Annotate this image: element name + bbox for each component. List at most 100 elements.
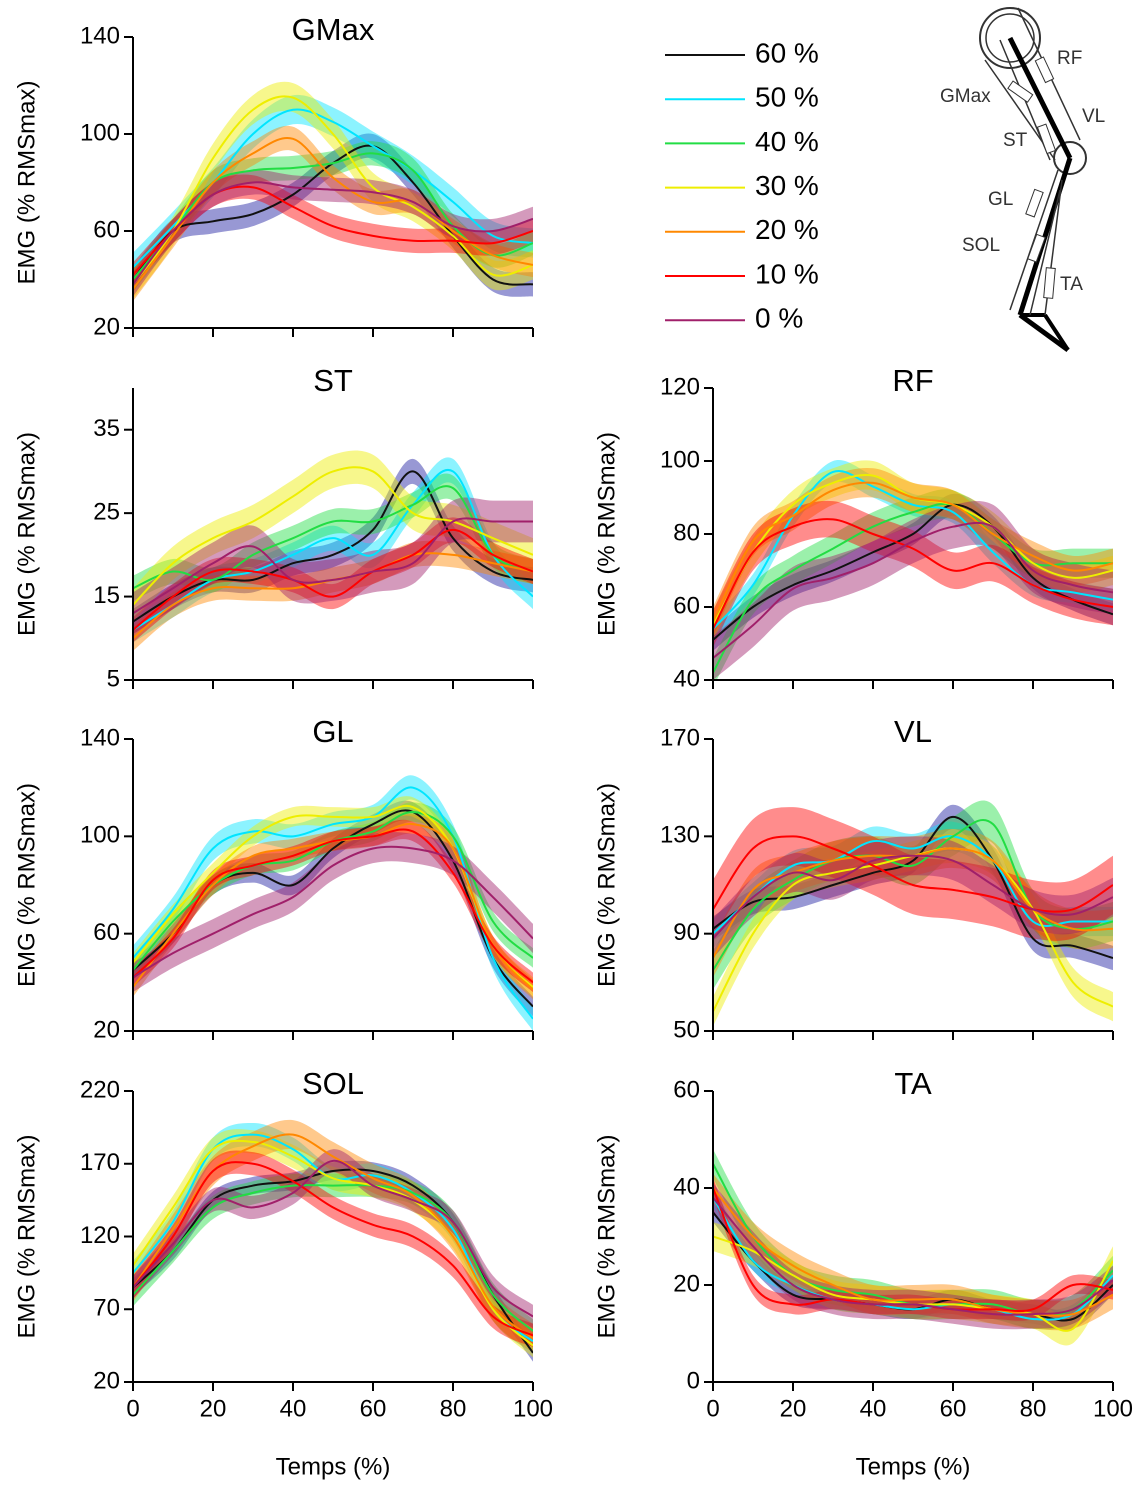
series-line [133,1161,533,1337]
y-axis-label: EMG (% RMSmax) [593,1135,620,1339]
gl-muscle [1009,169,1059,311]
diagram-label: GMax [940,86,991,107]
error-band [713,489,1113,680]
error-band [133,1149,533,1329]
error-band [713,493,1113,651]
legend: 60 % 50 % 40 % 30 % 20 % 10 % 0 % [665,37,819,334]
panel-title: GL [312,714,353,749]
x-tick-label: 100 [1093,1395,1133,1422]
y-tick-label: 15 [93,582,120,609]
thigh [1007,36,1073,160]
series-line [133,468,533,631]
legend-label: 30 % [755,170,819,201]
diagram-label: TA [1060,274,1083,295]
x-tick-label: 40 [280,1395,307,1422]
x-tick-label: 60 [360,1395,387,1422]
error-band [133,458,533,635]
y-axis-label: EMG (% RMSmax) [593,783,620,987]
legend-label: 0 % [755,303,803,334]
error-band [133,94,533,282]
error-band [713,500,1113,648]
error-band [133,457,533,643]
y-axis-label: EMG (% RMSmax) [13,1135,40,1339]
y-tick-label: 60 [673,1076,700,1103]
legend-label: 40 % [755,126,819,157]
series-line [133,1159,533,1318]
panel-title: ST [313,363,353,398]
ta-marker [1043,267,1056,299]
y-tick-label: 60 [93,216,120,243]
series-line [713,1197,1113,1316]
diagram-label: ST [1003,130,1028,151]
x-tick-label: 0 [126,1395,139,1422]
y-tick-label: 40 [673,665,700,692]
series-line [713,521,1113,659]
sol-marker [1027,233,1046,263]
panel-title: GMax [292,12,375,47]
error-band [133,819,533,993]
rf-marker [1034,56,1055,84]
series-line [133,466,533,606]
error-band [133,517,533,643]
x-tick-label: 80 [440,1395,467,1422]
error-band [713,468,1113,637]
panel-title: TA [894,1066,932,1101]
y-tick-label: 220 [80,1076,120,1103]
error-band [133,497,533,635]
error-band [713,804,1113,971]
y-tick-label: 20 [93,1016,120,1043]
error-band [133,1150,533,1348]
panel: 50 90 130 170 VL EMG (% RMSmax) [593,714,1114,1043]
diagram-label: GL [988,189,1013,210]
y-axis-label: EMG (% RMSmax) [593,432,620,636]
diagram-label: SOL [962,235,1000,256]
series-line [713,503,1113,641]
y-tick-label: 40 [673,1173,700,1200]
plot-area [133,450,533,651]
leg-diagram: RF GMax VL ST GL SOL TA [940,7,1105,353]
error-band [133,141,533,292]
panel: 40 60 80 100 120 RF EMG (% RMSmax) [593,363,1114,692]
x-tick-label: 60 [940,1395,967,1422]
foot-front [1043,313,1070,352]
x-axis-label: Temps (%) [276,1453,391,1480]
series-line [133,1184,533,1332]
y-tick-label: 170 [660,724,700,751]
y-tick-label: 100 [80,119,120,146]
panel: 0 20 40 60 0 20 40 60 80 100 TA EMG (% RMSmax) Temps… [593,1066,1133,1480]
series-line [133,845,533,979]
error-band [713,821,1113,949]
error-band [133,832,533,993]
plot-area [713,459,1113,680]
diagram-label: RF [1057,48,1082,69]
error-band [133,170,533,297]
legend-label: 60 % [755,37,819,68]
y-tick-label: 20 [93,313,120,340]
error-band [133,814,533,1000]
legend-label: 10 % [755,258,819,289]
error-band [133,796,533,997]
x-tick-label: 80 [1020,1395,1047,1422]
error-band [133,802,533,980]
error-band [133,81,533,299]
y-tick-label: 140 [80,724,120,751]
error-band [713,459,1113,640]
series-line [133,828,533,984]
series-line [713,518,1113,630]
y-tick-label: 90 [673,919,700,946]
panel-title: VL [894,714,932,749]
series-line [133,528,533,631]
error-band [133,1129,533,1358]
series-line [133,181,533,285]
error-band [133,540,533,651]
y-tick-label: 60 [673,592,700,619]
y-tick-label: 170 [80,1149,120,1176]
series-line [133,517,533,615]
y-tick-label: 140 [80,22,120,49]
error-band [713,460,1113,640]
y-tick-label: 50 [673,1016,700,1043]
diagram-label: VL [1082,106,1105,127]
gmax-marker [1007,80,1034,103]
st-marker [1036,123,1057,155]
